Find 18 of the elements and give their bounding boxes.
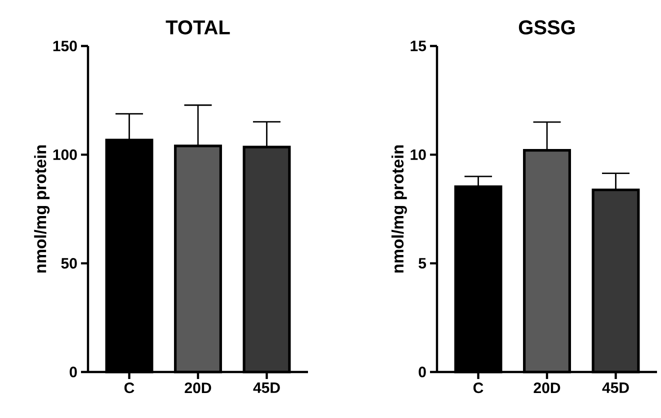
y-tick-label: 100 (53, 149, 77, 160)
x-tick-label: 20D (184, 382, 212, 394)
x-tick-label: C (473, 382, 484, 394)
y-axis-title: nmol/mg protein (34, 145, 50, 273)
y-tick-label: 15 (410, 40, 426, 52)
chart-title: GSSG (518, 20, 575, 34)
x-tick-label: 20D (534, 382, 560, 394)
y-tick-label: 150 (53, 40, 77, 52)
y-tick-label: 0 (70, 366, 77, 378)
y-tick-label: 10 (410, 149, 426, 160)
x-tick-label: 45D (602, 382, 629, 393)
chart-title: TOTAL (166, 20, 230, 34)
y-tick-label: 50 (61, 258, 77, 269)
x-tick-label: C (124, 382, 134, 394)
y-tick-label: 0 (418, 366, 426, 378)
y-axis-title: nmol/mg protein (391, 145, 407, 273)
y-tick-label: 5 (418, 258, 426, 269)
x-tick-label: 45D (253, 382, 280, 393)
